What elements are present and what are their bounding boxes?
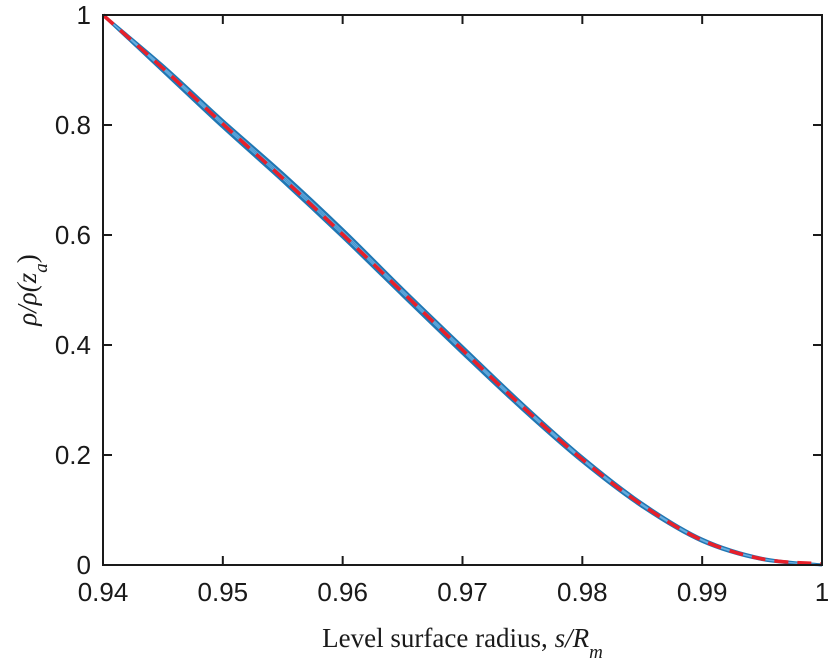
- x-tick-label: 0.96: [317, 577, 368, 607]
- ticks: 0.94 0.95 0.96 0.97 0.98 0.99 1 0 0.2 0.4 0.6 0.8 1: [55, 0, 829, 607]
- y-tick-label: 0.8: [55, 110, 91, 140]
- y-tick-label: 1: [77, 0, 91, 30]
- fit-line: [101, 13, 823, 566]
- ensemble-line-2: [102, 14, 823, 566]
- y-axis-label-suffix: ): [12, 254, 42, 263]
- axes-box: [102, 14, 823, 566]
- x-tick-label: 0.94: [78, 577, 129, 607]
- x-axis-label: Level surface radius, s/Rm: [322, 623, 603, 661]
- x-tick-label: 0.98: [557, 577, 608, 607]
- x-axis-label-prefix: Level surface radius,: [322, 623, 554, 653]
- x-tick-label: 0.95: [198, 577, 249, 607]
- x-tick-label: 1: [815, 577, 829, 607]
- y-tick-label: 0.2: [55, 440, 91, 470]
- plot-area: [101, 13, 823, 567]
- y-axis-label-math: ρ/ρ(z: [12, 272, 42, 326]
- ensemble-line-1: [102, 14, 823, 566]
- y-tick-label: 0: [77, 550, 91, 580]
- y-tick-label: 0.4: [55, 330, 91, 360]
- x-axis-label-math: s/R: [555, 623, 590, 653]
- y-tick-label: 0.6: [55, 220, 91, 250]
- x-tick-label: 0.97: [437, 577, 488, 607]
- uncertainty-band: [101, 13, 823, 567]
- x-axis-label-sub: m: [589, 642, 603, 661]
- x-tick-label: 0.99: [677, 577, 728, 607]
- y-axis-label-sub: a: [31, 263, 52, 273]
- ensemble-line-3: [102, 14, 823, 566]
- y-axis-label: ρ/ρ(za): [12, 254, 52, 326]
